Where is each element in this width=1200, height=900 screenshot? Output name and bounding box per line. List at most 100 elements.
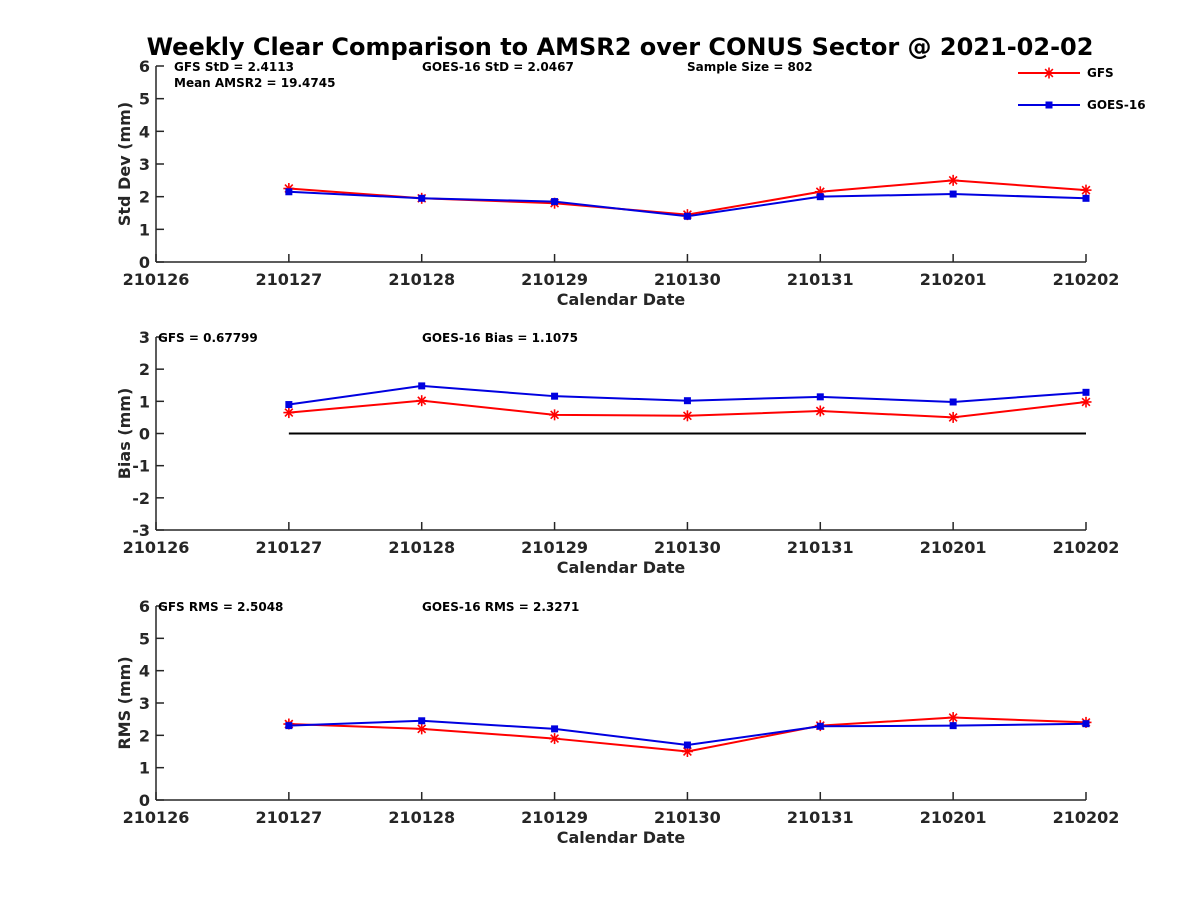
x-tick-label: 210127 [255, 538, 322, 557]
data-point-goes-16 [1082, 388, 1090, 396]
y-tick-label: 4 [139, 122, 150, 141]
y-tick-label: 0 [139, 253, 150, 272]
stats-annotation: GFS RMS = 2.5048 [158, 600, 283, 614]
x-tick-label: 210131 [787, 538, 854, 557]
legend-label-gfs: GFS [1087, 66, 1114, 80]
x-tick-label: 210130 [654, 808, 721, 827]
stats-annotation: Sample Size = 802 [687, 60, 813, 74]
asterisk-stroke [417, 396, 427, 406]
y-tick-label: 6 [139, 57, 150, 76]
y-axis-label: Bias (mm) [115, 388, 134, 480]
y-tick-label: 2 [139, 360, 150, 379]
legend-marker-gfs [1043, 67, 1055, 79]
figure-title: Weekly Clear Comparison to AMSR2 over CO… [147, 33, 1094, 61]
y-tick-label: 5 [139, 90, 150, 109]
stats-annotation: GOES-16 Bias = 1.1075 [422, 331, 578, 345]
data-point-goes-16 [285, 401, 293, 409]
data-point-gfs [681, 410, 693, 422]
chart-panel-3: 0 1 2 3 4 5 6 210126 210127 210128 210129 210130 210… [115, 597, 1119, 847]
asterisk-stroke [550, 734, 560, 744]
data-point-gfs [814, 405, 826, 417]
data-point-gfs [947, 411, 959, 423]
y-tick-label: -3 [132, 521, 150, 540]
asterisk-stroke [682, 747, 692, 756]
y-tick-label: 1 [139, 759, 150, 778]
data-point-gfs [416, 395, 428, 407]
x-tick-label: 210126 [123, 808, 190, 827]
x-tick-label: 210201 [920, 538, 987, 557]
x-tick-label: 210131 [787, 808, 854, 827]
y-tick-label: 3 [139, 328, 150, 347]
data-point-goes-16 [1082, 720, 1090, 728]
x-axis-label: Calendar Date [557, 558, 686, 577]
y-tick-label: 5 [139, 629, 150, 648]
x-tick-label: 210127 [255, 808, 322, 827]
x-tick-label: 210201 [920, 270, 987, 289]
y-tick-label: -1 [132, 457, 150, 476]
data-point-gfs [283, 407, 295, 419]
chart-panel-1: 0 1 2 3 4 5 6 210126 210127 210128 210129 210130 210… [115, 57, 1146, 309]
y-tick-label: 4 [139, 662, 150, 681]
y-tick-label: 3 [139, 694, 150, 713]
x-tick-label: 210131 [787, 270, 854, 289]
stats-annotation: GOES-16 RMS = 2.3271 [422, 600, 579, 614]
data-point-goes-16 [816, 393, 824, 401]
x-tick-label: 210127 [255, 270, 322, 289]
y-tick-label: 6 [139, 597, 150, 616]
stats-annotation: GFS StD = 2.4113 [174, 60, 294, 74]
data-point-goes-16 [551, 198, 559, 206]
data-point-gfs [549, 733, 561, 745]
asterisk-stroke [948, 412, 958, 422]
x-axis-label: Calendar Date [557, 290, 686, 309]
asterisk-stroke [1081, 397, 1091, 407]
asterisk-stroke [815, 406, 825, 416]
y-tick-label: 2 [139, 188, 150, 207]
legend: GFS GOES-16 [1018, 66, 1146, 112]
legend-label-goes-16: GOES-16 [1087, 98, 1146, 112]
legend-marker-goes-16 [1045, 101, 1053, 109]
y-axis-label: RMS (mm) [115, 656, 134, 749]
asterisk-stroke [417, 724, 427, 734]
asterisk-stroke [1081, 185, 1091, 195]
data-point-gfs [549, 409, 561, 421]
x-tick-label: 210202 [1053, 270, 1120, 289]
data-point-goes-16 [816, 193, 824, 201]
x-tick-label: 210129 [521, 808, 588, 827]
data-point-goes-16 [418, 717, 426, 725]
x-tick-label: 210130 [654, 538, 721, 557]
data-point-gfs [947, 174, 959, 186]
y-tick-label: 1 [139, 392, 150, 411]
data-point-goes-16 [285, 188, 293, 196]
data-point-goes-16 [418, 382, 426, 390]
data-point-goes-16 [551, 392, 559, 400]
data-point-goes-16 [683, 741, 691, 749]
asterisk-stroke [682, 411, 692, 421]
x-tick-label: 210128 [388, 270, 455, 289]
y-tick-label: 1 [139, 220, 150, 239]
asterisk-stroke [948, 175, 958, 185]
asterisk-stroke [1044, 68, 1054, 78]
y-tick-label: 0 [139, 425, 150, 444]
x-tick-label: 210128 [388, 808, 455, 827]
stats-annotation: GFS = 0.67799 [158, 331, 258, 345]
data-point-goes-16 [285, 722, 293, 730]
asterisk-stroke [550, 410, 560, 420]
x-tick-label: 210130 [654, 270, 721, 289]
data-point-gfs [947, 712, 959, 724]
chart-panel-2: -3 -2 -1 0 1 2 3 210126 210127 210128 210129 210130… [115, 328, 1119, 577]
y-tick-label: 2 [139, 726, 150, 745]
stats-annotation: Mean AMSR2 = 19.4745 [174, 76, 335, 90]
x-tick-label: 210128 [388, 538, 455, 557]
y-axis-label: Std Dev (mm) [115, 102, 134, 226]
x-tick-label: 210126 [123, 270, 190, 289]
data-point-goes-16 [551, 725, 559, 733]
x-tick-label: 210129 [521, 270, 588, 289]
x-tick-label: 210202 [1053, 538, 1120, 557]
asterisk-stroke [948, 713, 958, 723]
data-point-gfs [416, 723, 428, 735]
y-tick-label: -2 [132, 489, 150, 508]
series-line-goes-16 [288, 719, 1087, 747]
data-point-gfs [1080, 184, 1092, 196]
